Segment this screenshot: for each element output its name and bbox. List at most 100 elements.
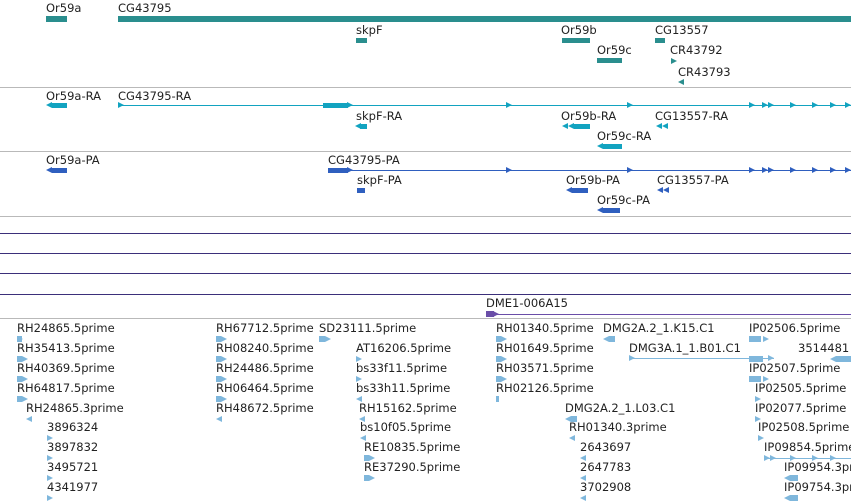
exon[interactable]: [328, 168, 348, 173]
transcript-label[interactable]: CG13557-RA: [655, 109, 729, 123]
est-label[interactable]: RH01340.3prime: [569, 420, 667, 434]
gene-feature[interactable]: [562, 38, 590, 43]
est-label[interactable]: IP02507.5prime: [749, 361, 841, 375]
est-label[interactable]: IP09954.3prime: [784, 460, 851, 474]
protein-feature[interactable]: [572, 188, 588, 193]
est-label[interactable]: 2647783: [580, 460, 632, 474]
est-label[interactable]: 4341977: [47, 480, 99, 494]
gene-feature[interactable]: [118, 16, 851, 22]
est-label[interactable]: RH24865.5prime: [17, 321, 115, 335]
gene-label[interactable]: CG13557: [655, 23, 709, 37]
est-feature[interactable]: [319, 336, 325, 342]
est-label[interactable]: 2643697: [580, 440, 632, 454]
transcript-label[interactable]: Or59a-RA: [46, 89, 102, 103]
est-label[interactable]: RH40369.5prime: [17, 361, 115, 375]
est-label[interactable]: 3702908: [580, 480, 632, 494]
clone-feature[interactable]: [486, 311, 494, 317]
est-feature[interactable]: [571, 416, 577, 422]
protein-label[interactable]: CG13557-PA: [657, 173, 729, 187]
transcript-label[interactable]: skpF-RA: [356, 109, 403, 123]
protein-label[interactable]: Or59a-PA: [46, 153, 100, 167]
est-feature[interactable]: [216, 396, 221, 402]
est-label[interactable]: RH03571.5prime: [496, 361, 594, 375]
est-label[interactable]: RH01649.5prime: [496, 341, 594, 355]
gene-label[interactable]: Or59a: [46, 1, 82, 15]
gene-label[interactable]: CR43792: [670, 43, 723, 57]
est-label[interactable]: SD23111.5prime: [319, 321, 417, 335]
est-feature[interactable]: [749, 336, 761, 342]
gene-feature[interactable]: [655, 38, 665, 43]
est-feature[interactable]: [790, 475, 798, 481]
est-feature[interactable]: [216, 336, 221, 342]
est-label[interactable]: RH15162.5prime: [359, 401, 457, 415]
est-label[interactable]: IP09854.5prime: [764, 440, 851, 454]
est-feature[interactable]: [216, 376, 221, 382]
gene-label[interactable]: Or59c: [597, 43, 632, 57]
protein-feature[interactable]: [603, 208, 620, 213]
protein-label[interactable]: Or59c-PA: [597, 193, 650, 207]
est-feature[interactable]: [609, 336, 615, 342]
est-label[interactable]: RH24486.5prime: [216, 361, 314, 375]
est-label[interactable]: RE10835.5prime: [364, 440, 461, 454]
gene-feature[interactable]: [46, 16, 67, 22]
est-label[interactable]: DMG2A.2_1.K15.C1: [603, 321, 715, 335]
est-feature[interactable]: [17, 356, 22, 362]
est-label[interactable]: RH35413.5prime: [17, 341, 115, 355]
clone-label[interactable]: DME1-006A15: [486, 296, 568, 310]
est-label[interactable]: RH64817.5prime: [17, 381, 115, 395]
est-label[interactable]: bs10f05.5prime: [360, 420, 452, 434]
est-feature[interactable]: [17, 376, 22, 382]
transcript-label[interactable]: Or59c-RA: [597, 129, 652, 143]
est-feature[interactable]: [496, 376, 501, 382]
gene-feature[interactable]: [356, 38, 367, 43]
gene-label[interactable]: skpF: [356, 23, 383, 37]
protein-label[interactable]: Or59b-PA: [566, 173, 620, 187]
est-label[interactable]: RH48672.5prime: [216, 401, 314, 415]
est-label[interactable]: 3495721: [47, 460, 99, 474]
est-label[interactable]: IP02505.5prime: [755, 381, 847, 395]
est-label[interactable]: 3897832: [47, 440, 99, 454]
protein-feature[interactable]: [52, 168, 67, 173]
est-label[interactable]: RH02126.5prime: [496, 381, 594, 395]
transcript-feature[interactable]: [52, 103, 67, 108]
est-feature[interactable]: [17, 396, 22, 402]
transcript-label[interactable]: CG43795-RA: [118, 89, 192, 103]
est-feature[interactable]: [364, 475, 369, 481]
est-feature[interactable]: [749, 356, 763, 362]
est-feature[interactable]: [364, 455, 369, 461]
est-feature[interactable]: [836, 356, 851, 362]
est-feature[interactable]: [496, 336, 501, 342]
gene-label[interactable]: Or59b: [561, 23, 597, 37]
transcript-feature[interactable]: [360, 124, 367, 129]
est-label[interactable]: AT16206.5prime: [356, 341, 452, 355]
exon[interactable]: [323, 103, 348, 108]
est-feature[interactable]: [749, 376, 761, 382]
transcript-feature[interactable]: [574, 124, 590, 129]
est-label[interactable]: IP02508.5prime: [758, 420, 850, 434]
transcript-label[interactable]: Or59b-RA: [561, 109, 617, 123]
est-feature[interactable]: [496, 356, 501, 362]
est-label[interactable]: RH24865.3prime: [26, 401, 124, 415]
est-label[interactable]: DMG2A.2_1.L03.C1: [565, 401, 676, 415]
est-label[interactable]: RH67712.5prime: [216, 321, 314, 335]
gene-label[interactable]: CR43793: [678, 65, 731, 79]
est-label[interactable]: bs33h11.5prime: [356, 381, 451, 395]
est-label[interactable]: IP09754.3prime: [784, 480, 851, 494]
est-label[interactable]: IP02506.5prime: [749, 321, 841, 335]
est-label[interactable]: RH08240.5prime: [216, 341, 314, 355]
protein-label[interactable]: CG43795-PA: [328, 153, 400, 167]
est-label[interactable]: 3514481: [798, 341, 850, 355]
est-label[interactable]: RH06464.5prime: [216, 381, 314, 395]
est-label[interactable]: DMG3A.1_1.B01.C1: [629, 341, 741, 355]
protein-feature[interactable]: [357, 188, 365, 193]
protein-label[interactable]: skpF-PA: [357, 173, 402, 187]
est-label[interactable]: IP02077.5prime: [755, 401, 847, 415]
transcript-feature[interactable]: [603, 144, 622, 149]
est-label[interactable]: 3896324: [47, 420, 99, 434]
est-feature[interactable]: [216, 356, 221, 362]
est-feature[interactable]: [17, 336, 22, 342]
est-feature[interactable]: [496, 396, 499, 402]
est-feature[interactable]: [790, 495, 798, 501]
est-label[interactable]: RH01340.5prime: [496, 321, 594, 335]
est-label[interactable]: bs33f11.5prime: [356, 361, 448, 375]
